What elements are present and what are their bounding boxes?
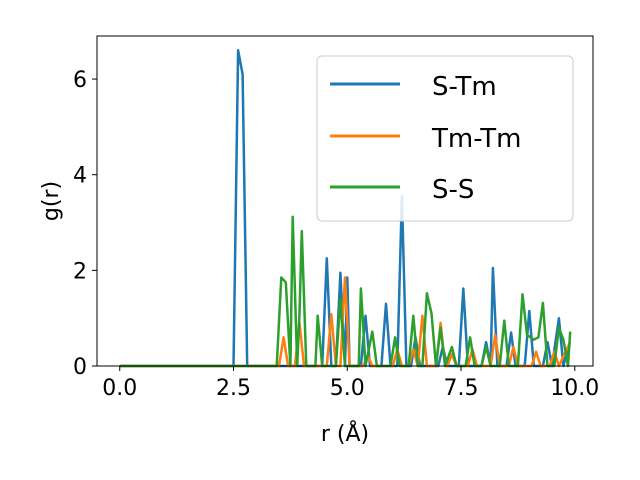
ticks-layer: 0.0 2.5 5.0 7.5 10.0 0 2 4 6	[73, 68, 599, 401]
y-axis-label: g(r)	[39, 181, 64, 221]
legend: S-Tm Tm-Tm S-S	[316, 55, 574, 222]
plot-frame	[96, 35, 594, 367]
legend-box	[316, 55, 574, 222]
x-tick-label: 0.0	[102, 376, 137, 401]
x-tick-label: 7.5	[444, 376, 479, 401]
x-tick-label: 2.5	[216, 376, 251, 401]
x-axis-label: r (Å)	[321, 420, 369, 447]
y-tick-label: 2	[73, 259, 87, 284]
y-tick-label: 6	[73, 68, 87, 93]
x-tick-label: 10.0	[550, 376, 599, 401]
y-tick-label: 4	[73, 164, 87, 189]
legend-label-s-s: S-S	[432, 175, 474, 205]
y-tick-label: 0	[73, 355, 87, 380]
legend-label-tm-tm: Tm-Tm	[431, 124, 521, 154]
legend-label-s-tm: S-Tm	[432, 72, 497, 102]
x-tick-label: 5.0	[330, 376, 365, 401]
